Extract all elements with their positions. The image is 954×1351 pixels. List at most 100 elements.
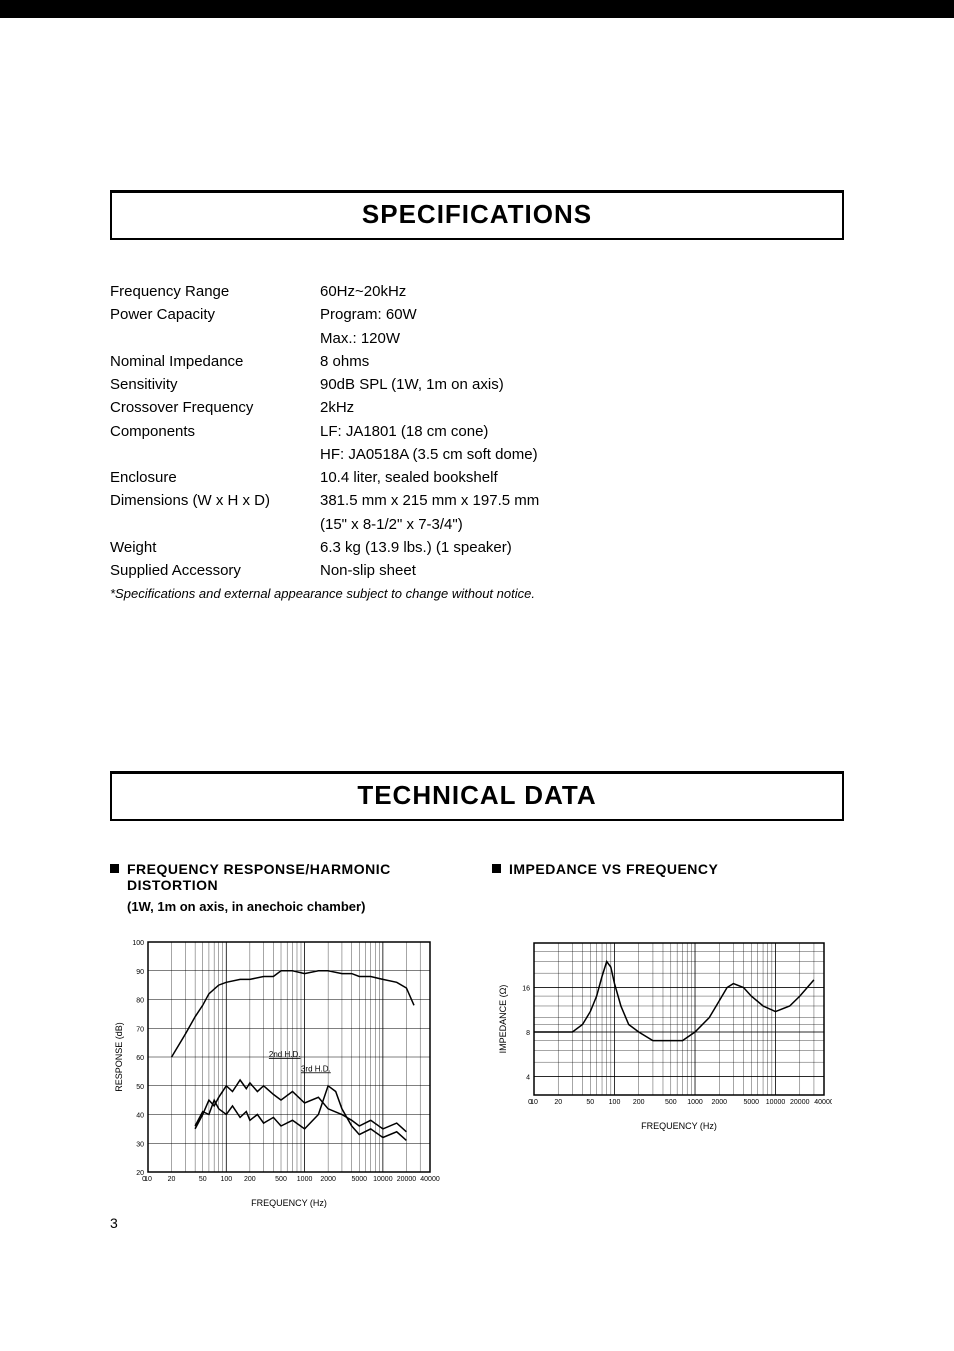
spec-row: Enclosure10.4 liter, sealed bookshelf xyxy=(110,466,844,489)
spec-row: ComponentsLF: JA1801 (18 cm cone) xyxy=(110,420,844,443)
spec-value: 6.3 kg (13.9 lbs.) (1 speaker) xyxy=(320,536,844,559)
spec-value: 10.4 liter, sealed bookshelf xyxy=(320,466,844,489)
impedance-column: IMPEDANCE VS FREQUENCY 48160102050100200… xyxy=(492,861,844,1212)
specifications-heading: SPECIFICATIONS xyxy=(110,190,844,240)
svg-text:10000: 10000 xyxy=(373,1176,393,1183)
spec-value: 2kHz xyxy=(320,396,844,419)
spec-value: 381.5 mm x 215 mm x 197.5 mm xyxy=(320,489,844,512)
svg-text:1000: 1000 xyxy=(297,1176,313,1183)
spec-label: Crossover Frequency xyxy=(110,396,320,419)
svg-text:20: 20 xyxy=(168,1176,176,1183)
spec-row: Nominal Impedance8 ohms xyxy=(110,350,844,373)
svg-text:1000: 1000 xyxy=(687,1099,703,1106)
specifications-table: Frequency Range60Hz~20kHzPower CapacityP… xyxy=(110,280,844,582)
svg-text:90: 90 xyxy=(136,969,144,976)
svg-text:FREQUENCY (Hz): FREQUENCY (Hz) xyxy=(251,1198,327,1208)
spacer xyxy=(492,883,844,935)
spec-label xyxy=(110,443,320,466)
freq-response-title: FREQUENCY RESPONSE/HARMONIC DISTORTION xyxy=(110,861,462,893)
bullet-icon xyxy=(492,864,501,873)
svg-text:2nd H.D.: 2nd H.D. xyxy=(269,1050,301,1059)
spec-value: 60Hz~20kHz xyxy=(320,280,844,303)
svg-text:FREQUENCY (Hz): FREQUENCY (Hz) xyxy=(641,1121,717,1131)
svg-text:40: 40 xyxy=(136,1113,144,1120)
svg-text:20000: 20000 xyxy=(397,1176,417,1183)
impedance-title: IMPEDANCE VS FREQUENCY xyxy=(492,861,844,877)
svg-text:500: 500 xyxy=(665,1099,677,1106)
svg-text:5000: 5000 xyxy=(352,1176,368,1183)
svg-text:100: 100 xyxy=(132,940,144,947)
spec-label: Nominal Impedance xyxy=(110,350,320,373)
spec-row: Power CapacityProgram: 60W xyxy=(110,303,844,326)
page-number: 3 xyxy=(110,1215,118,1231)
spec-row: Frequency Range60Hz~20kHz xyxy=(110,280,844,303)
spec-label: Dimensions (W x H x D) xyxy=(110,489,320,512)
svg-text:200: 200 xyxy=(244,1176,256,1183)
spec-row: Sensitivity90dB SPL (1W, 1m on axis) xyxy=(110,373,844,396)
spec-row: Weight6.3 kg (13.9 lbs.) (1 speaker) xyxy=(110,536,844,559)
svg-text:16: 16 xyxy=(522,986,530,993)
svg-text:100: 100 xyxy=(220,1176,232,1183)
svg-text:60: 60 xyxy=(136,1055,144,1062)
spec-value: Program: 60W xyxy=(320,303,844,326)
freq-response-title-text: FREQUENCY RESPONSE/HARMONIC DISTORTION xyxy=(127,861,462,893)
svg-text:100: 100 xyxy=(609,1099,621,1106)
spec-value: 90dB SPL (1W, 1m on axis) xyxy=(320,373,844,396)
spec-label: Supplied Accessory xyxy=(110,559,320,582)
technical-data-section: TECHNICAL DATA FREQUENCY RESPONSE/HARMON… xyxy=(110,771,844,1212)
spec-label: Enclosure xyxy=(110,466,320,489)
spec-row: Crossover Frequency2kHz xyxy=(110,396,844,419)
spec-label: Power Capacity xyxy=(110,303,320,326)
spec-row: Dimensions (W x H x D)381.5 mm x 215 mm … xyxy=(110,489,844,512)
svg-text:4: 4 xyxy=(526,1075,530,1082)
spec-value: Max.: 120W xyxy=(320,327,844,350)
svg-text:3rd H.D.: 3rd H.D. xyxy=(301,1065,331,1074)
spec-label: Weight xyxy=(110,536,320,559)
svg-text:70: 70 xyxy=(136,1027,144,1034)
spec-label xyxy=(110,513,320,536)
svg-text:10: 10 xyxy=(144,1176,152,1183)
spec-row: Supplied AccessoryNon-slip sheet xyxy=(110,559,844,582)
svg-text:40000: 40000 xyxy=(814,1099,832,1106)
page: SPECIFICATIONS Frequency Range60Hz~20kHz… xyxy=(0,0,954,1351)
svg-text:40000: 40000 xyxy=(420,1176,440,1183)
svg-text:5000: 5000 xyxy=(744,1099,760,1106)
impedance-title-text: IMPEDANCE VS FREQUENCY xyxy=(509,861,718,877)
svg-text:20: 20 xyxy=(554,1099,562,1106)
spec-row: HF: JA0518A (3.5 cm soft dome) xyxy=(110,443,844,466)
svg-text:20000: 20000 xyxy=(790,1099,810,1106)
bullet-icon xyxy=(110,864,119,873)
spec-value: 8 ohms xyxy=(320,350,844,373)
spec-row: Max.: 120W xyxy=(110,327,844,350)
svg-text:RESPONSE (dB): RESPONSE (dB) xyxy=(114,1022,124,1092)
scan-top-bar xyxy=(0,0,954,18)
svg-text:500: 500 xyxy=(275,1176,287,1183)
svg-text:50: 50 xyxy=(199,1176,207,1183)
spec-value: HF: JA0518A (3.5 cm soft dome) xyxy=(320,443,844,466)
svg-text:50: 50 xyxy=(586,1099,594,1106)
svg-text:10000: 10000 xyxy=(766,1099,786,1106)
svg-text:80: 80 xyxy=(136,998,144,1005)
spec-value: Non-slip sheet xyxy=(320,559,844,582)
svg-text:2000: 2000 xyxy=(320,1176,336,1183)
freq-response-chart: 2030405060708090100010205010020050010002… xyxy=(110,932,440,1212)
freq-response-column: FREQUENCY RESPONSE/HARMONIC DISTORTION (… xyxy=(110,861,462,1212)
svg-text:200: 200 xyxy=(633,1099,645,1106)
charts-row: FREQUENCY RESPONSE/HARMONIC DISTORTION (… xyxy=(110,861,844,1212)
spec-value: LF: JA1801 (18 cm cone) xyxy=(320,420,844,443)
svg-text:30: 30 xyxy=(136,1142,144,1149)
spec-row: (15" x 8-1/2" x 7-3/4") xyxy=(110,513,844,536)
spec-value: (15" x 8-1/2" x 7-3/4") xyxy=(320,513,844,536)
svg-text:IMPEDANCE (Ω): IMPEDANCE (Ω) xyxy=(498,985,508,1054)
svg-text:8: 8 xyxy=(526,1030,530,1037)
spec-label: Components xyxy=(110,420,320,443)
svg-text:50: 50 xyxy=(136,1084,144,1091)
technical-data-heading: TECHNICAL DATA xyxy=(110,771,844,821)
impedance-chart: 4816010205010020050010002000500010000200… xyxy=(492,935,832,1135)
freq-response-subtitle: (1W, 1m on axis, in anechoic chamber) xyxy=(127,899,462,914)
svg-text:10: 10 xyxy=(530,1099,538,1106)
spec-label xyxy=(110,327,320,350)
specifications-footnote: *Specifications and external appearance … xyxy=(110,586,844,601)
spec-label: Frequency Range xyxy=(110,280,320,303)
spec-label: Sensitivity xyxy=(110,373,320,396)
